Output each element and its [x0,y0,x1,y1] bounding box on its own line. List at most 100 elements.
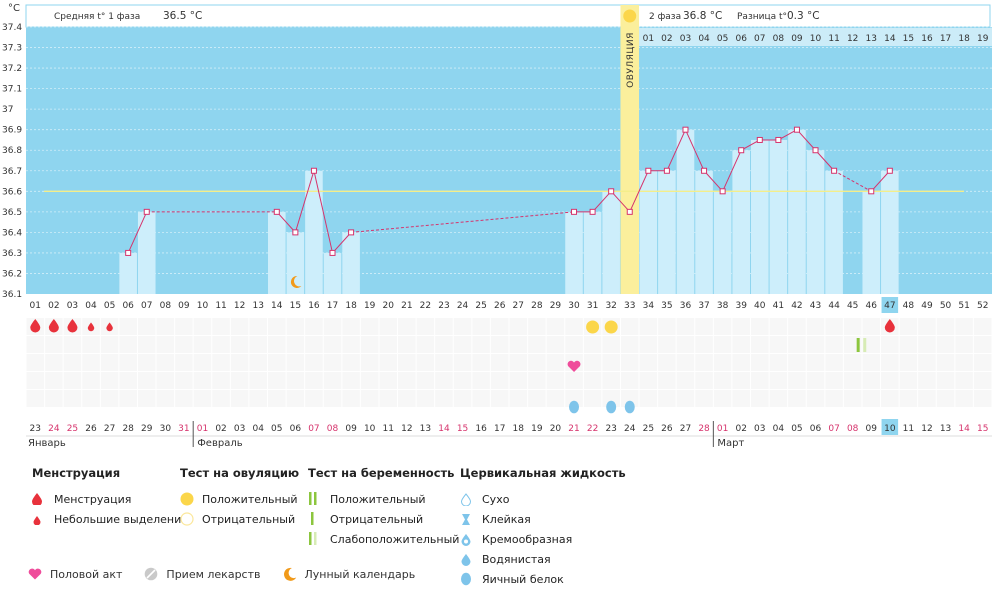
date-label: 23 [30,424,41,434]
marker-cell [360,390,379,407]
temp-line-segment [610,190,631,213]
egg-white-icon [606,400,617,414]
marker-cell [620,318,639,335]
marker-cell [416,336,435,353]
y-tick-label: 36.6 [2,187,22,197]
y-tick-label: 36.3 [2,249,22,259]
cycle-day-label: 41 [773,301,784,311]
cycle-day-label: 28 [531,301,543,311]
marker-cell [658,390,676,407]
menstruation-drop-icon [67,319,78,333]
marker-cell [193,318,212,335]
cycle-day-label: 39 [735,301,747,311]
marker-cell [676,372,695,389]
marker-cell [769,354,788,371]
marker-cell [305,354,323,371]
date-label: 06 [810,424,822,434]
temp-line-segment [666,129,686,171]
marker-cell [620,372,639,389]
marker-cell [323,390,342,407]
date-label: 03 [234,424,245,434]
date-label: 14 [438,424,450,434]
pregnancy-negative-icon [308,512,330,526]
ovulation-positive-icon [180,492,202,506]
marker-cell [193,354,212,371]
marker-cell [416,372,435,389]
marker-cell [82,390,100,407]
temp-bar [751,139,769,294]
phase2-day-label: 15 [903,34,914,44]
marker-cell [973,336,992,353]
marker-cell [583,390,602,407]
temp-line-segment [833,170,872,192]
phase2-strip [639,28,992,46]
ovulation-test-positive-icon [604,320,618,334]
marker-cell [119,354,137,371]
marker-cell [193,372,212,389]
marker-cell [82,354,100,371]
temp-line-segment [703,170,724,192]
legend-item: Прием лекарств [144,566,261,582]
phase2-day-label: 12 [847,34,858,44]
phase2-day-label: 09 [791,34,803,44]
legend-label: Лунный календарь [304,567,416,581]
marker-cell [788,336,806,353]
date-label: 26 [85,424,97,434]
date-label: 28 [122,424,134,434]
marker-cell [936,372,955,389]
temp-point [348,229,355,236]
sticky-icon [460,513,482,526]
cycle-day-label: 01 [30,301,41,311]
temp-bar [137,211,156,294]
date-label: 11 [903,424,914,434]
marker-cell [732,390,750,407]
cycle-day-label: 14 [271,301,283,311]
marker-cell [806,318,825,335]
watery-icon [460,553,482,566]
date-label: 27 [104,424,115,434]
marker-cell [528,372,546,389]
marker-cell [788,372,806,389]
legend-item: Слабоположительный [308,529,459,549]
marker-cell [379,390,398,407]
temp-line-segment [351,211,575,233]
pill-icon [144,567,166,581]
marker-cell [751,336,769,353]
marker-cell [918,354,936,371]
marker-cell [658,318,676,335]
legend-title: Менструация [32,466,121,480]
marker-cell [565,372,583,389]
y-tick-label: 36.5 [2,208,22,218]
temp-bar [732,150,750,294]
marker-cell [862,318,881,335]
marker-cell [45,354,63,371]
marker-cell [658,354,676,371]
marker-cell [973,354,992,371]
marker-cell [305,318,323,335]
temp-bar [788,129,806,294]
legend-other: Половой акт Прием лекарств Лунный календ… [28,566,437,582]
marker-cell [676,354,695,371]
cycle-day-label: 31 [587,301,598,311]
cycle-day-label: 20 [383,301,395,311]
marker-cell [881,372,899,389]
marker-cell [323,336,342,353]
temp-bar [268,211,286,294]
cycle-day-label: 50 [940,301,952,311]
marker-cell [398,354,416,371]
marker-cell [955,372,973,389]
marker-cell [528,336,546,353]
marker-cell [63,372,82,389]
date-label: 15 [977,424,988,434]
marker-cell [732,336,750,353]
temp-point [273,208,280,215]
legend-label: Прием лекарств [166,567,261,581]
month-label: Март [717,438,744,449]
marker-cell [862,372,881,389]
marker-cell [137,354,156,371]
marker-cell [323,318,342,335]
marker-cell [751,390,769,407]
marker-cell [119,318,137,335]
pregnancy-test-weak-icon [863,338,867,352]
cycle-day-label: 26 [494,301,506,311]
